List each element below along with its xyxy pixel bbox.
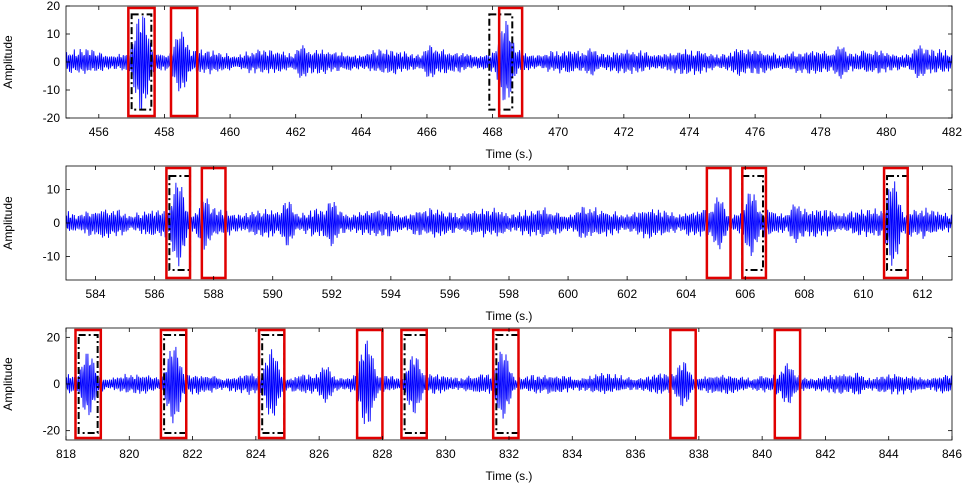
x-tick-label: 826 — [309, 447, 329, 461]
x-tick-label: 458 — [154, 125, 174, 139]
detection-box-red — [705, 166, 732, 280]
y-tick-label: -10 — [43, 83, 61, 97]
x-tick-label: 586 — [145, 287, 165, 301]
x-tick-label: 464 — [351, 125, 371, 139]
x-tick-label: 598 — [499, 287, 519, 301]
x-tick-label: 594 — [381, 287, 401, 301]
y-axis-label: Amplitude — [1, 35, 15, 89]
detection-box-red — [355, 328, 384, 440]
x-tick-label: 480 — [876, 125, 896, 139]
x-tick-label: 606 — [735, 287, 755, 301]
detection-box-red — [127, 6, 156, 118]
x-tick-label: 834 — [562, 447, 582, 461]
x-tick-label: 478 — [811, 125, 831, 139]
detection-box-red — [169, 6, 199, 118]
detection-box-red — [491, 328, 520, 440]
x-tick-label: 466 — [417, 125, 437, 139]
detection-box-black — [77, 334, 99, 434]
signal-line — [66, 16, 952, 111]
detection-box-red — [165, 166, 192, 280]
x-tick-label: 846 — [942, 447, 962, 461]
detection-box-black — [886, 175, 909, 271]
y-tick-label: -10 — [43, 250, 61, 264]
x-tick-label: 844 — [879, 447, 899, 461]
y-axis-label: Amplitude — [1, 357, 15, 411]
chart-panel-1: 456 458 460 462 464 466 468 470 472 474 476 478 480 4… — [1, 0, 962, 161]
detection-box-black — [130, 13, 153, 111]
x-tick-label: 604 — [676, 287, 696, 301]
x-tick-label: 824 — [246, 447, 266, 461]
x-tick-label: 840 — [752, 447, 772, 461]
y-tick-label: -20 — [43, 424, 61, 438]
x-tick-label: 460 — [220, 125, 240, 139]
x-axis-label: Time (s.) — [486, 469, 533, 483]
y-tick-label: 20 — [47, 330, 61, 344]
detection-box-red — [74, 328, 103, 440]
detection-box-red — [159, 328, 188, 440]
x-tick-label: 602 — [617, 287, 637, 301]
x-tick-label: 610 — [853, 287, 873, 301]
detection-box-black — [168, 175, 192, 271]
x-tick-label: 456 — [89, 125, 109, 139]
x-tick-label: 600 — [558, 287, 578, 301]
y-tick-label: 0 — [53, 377, 60, 391]
x-tick-label: 838 — [689, 447, 709, 461]
x-axis-label: Time (s.) — [486, 147, 533, 161]
x-tick-label: 596 — [440, 287, 460, 301]
detection-box-red — [882, 166, 909, 280]
detection-box-red — [741, 166, 768, 280]
y-tick-label: 20 — [47, 0, 61, 13]
detection-box-red — [497, 6, 524, 118]
x-tick-label: 822 — [183, 447, 203, 461]
x-tick-label: 608 — [794, 287, 814, 301]
x-tick-label: 818 — [56, 447, 76, 461]
y-tick-label: 0 — [53, 55, 60, 69]
signal-line — [66, 340, 952, 425]
y-tick-label: 10 — [47, 27, 61, 41]
x-tick-label: 584 — [86, 287, 106, 301]
detection-box-black — [488, 13, 514, 111]
detection-box-red — [257, 328, 286, 440]
y-tick-label: -20 — [43, 111, 61, 125]
detection-box-red — [773, 328, 802, 440]
chart-panel-3: 818 820 822 824 826 828 830 832 834 836 838 840 842 8… — [1, 327, 962, 483]
x-tick-label: 588 — [204, 287, 224, 301]
x-tick-label: 482 — [942, 125, 962, 139]
chart-panel-2: 584 586 588 590 592 594 596 598 600 602 604 606 608 6… — [1, 165, 953, 323]
y-tick-label: 10 — [47, 182, 61, 196]
x-tick-label: 470 — [548, 125, 568, 139]
signal-line — [66, 181, 952, 267]
y-axis-label: Amplitude — [1, 196, 15, 250]
x-tick-label: 830 — [436, 447, 456, 461]
x-tick-label: 832 — [499, 447, 519, 461]
x-tick-label: 842 — [815, 447, 835, 461]
detection-box-red — [400, 328, 428, 440]
x-tick-label: 820 — [119, 447, 139, 461]
x-axis-label: Time (s.) — [486, 309, 533, 323]
y-tick-label: 0 — [53, 216, 60, 230]
x-tick-label: 590 — [263, 287, 283, 301]
x-tick-label: 468 — [483, 125, 503, 139]
x-tick-label: 612 — [912, 287, 932, 301]
detection-box-red — [669, 328, 697, 440]
x-tick-label: 462 — [286, 125, 306, 139]
x-tick-label: 828 — [372, 447, 392, 461]
x-tick-label: 472 — [614, 125, 634, 139]
x-tick-label: 476 — [745, 125, 765, 139]
x-tick-label: 592 — [322, 287, 342, 301]
x-tick-label: 474 — [679, 125, 699, 139]
x-tick-label: 836 — [626, 447, 646, 461]
